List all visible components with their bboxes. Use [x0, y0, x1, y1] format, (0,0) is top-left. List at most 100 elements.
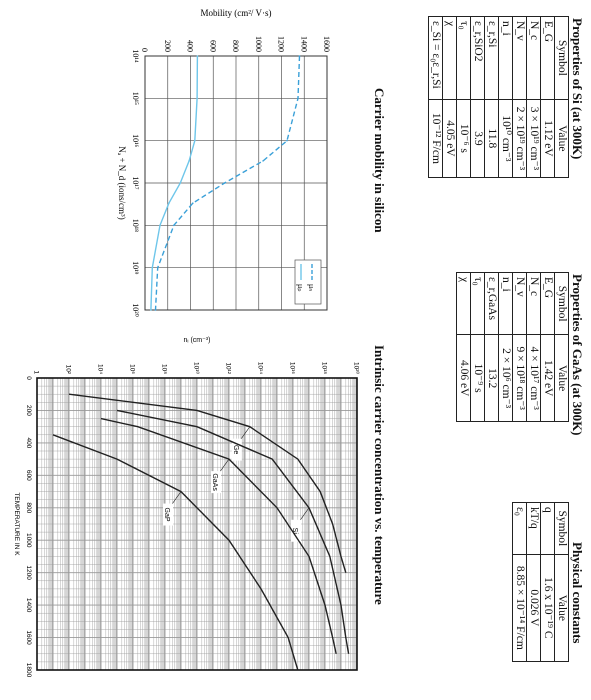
value-cell: 13.2 — [484, 334, 499, 422]
data-point — [191, 202, 194, 204]
y-tick-label: 0 — [140, 48, 149, 52]
symbol-cell: q — [540, 502, 555, 555]
si-properties-table: Symbol Value E_G 1.12 eV N_c 3 × 10¹⁹ cm⁻³ N… — [428, 16, 569, 178]
plot-frame — [144, 55, 328, 311]
label-bg — [211, 471, 221, 494]
value-cell: 1.12 eV — [540, 99, 555, 178]
table-row: ε_r,GaAs 13.2 — [484, 272, 499, 422]
data-point — [196, 97, 198, 100]
series-label: Si — [291, 528, 298, 535]
y-axis-label: Mobility (cm²/ V·s) — [200, 8, 271, 18]
value-cell: 9 × 10¹⁸ cm⁻³ — [512, 334, 527, 422]
legend-label: μₚ — [296, 284, 305, 292]
table-row: n_i 2 × 10⁶ cm⁻³ — [498, 272, 513, 422]
value-cell: 8.85 × 10⁻¹⁴ F/cm — [512, 554, 527, 662]
table-row: χ 4.06 eV — [456, 272, 471, 422]
y-tick-label: 10⁴ — [97, 364, 104, 374]
symbol-cell: χ — [442, 16, 457, 100]
symbol-header: Symbol — [554, 502, 569, 555]
value-header: Value — [554, 554, 569, 662]
y-tick-label: 1 — [33, 370, 40, 374]
x-tick-label: 10¹⁴ — [131, 49, 140, 62]
label-bg — [291, 519, 301, 542]
symbol-cell: ε₀ — [512, 502, 527, 555]
y-tick-label: 10⁶ — [129, 364, 136, 374]
value-cell: 4 × 10¹⁷ cm⁻³ — [526, 334, 541, 422]
symbol-cell: χ — [456, 272, 471, 335]
x-tick-label: 800 — [25, 502, 32, 513]
series-line-3 — [52, 434, 299, 671]
y-tick-label: 1600 — [322, 36, 331, 52]
value-cell: 10⁻¹² F/cm — [428, 99, 443, 178]
series-label: Ge — [232, 445, 239, 454]
y-tick-label: 10¹⁸ — [321, 362, 328, 374]
data-point — [179, 182, 182, 184]
data-point — [173, 224, 175, 227]
data-point — [151, 266, 154, 269]
data-point — [298, 55, 301, 57]
label-leader — [239, 426, 251, 441]
y-tick-label: 10¹⁴ — [257, 362, 264, 374]
x-tick-label: 1800 — [25, 663, 32, 678]
x-tick-label: 1400 — [25, 598, 32, 613]
legend-box — [294, 259, 322, 305]
table-header-row: Symbol Value — [554, 502, 569, 662]
value-cell: 11.8 — [484, 99, 499, 178]
y-tick-label: 10⁸ — [161, 364, 168, 374]
data-point — [154, 309, 157, 311]
gaas-properties-table: Symbol Value E_G 1.42 eV N_c 4 × 10¹⁷ cm⁻³ N… — [456, 272, 569, 422]
label-bg — [163, 503, 173, 526]
table-row: τ₀ 10⁻⁹ s — [470, 272, 485, 422]
label-leader — [218, 458, 230, 474]
value-cell: 1.6 x 10⁻¹⁹ C — [540, 554, 555, 662]
value-cell: 4.05 eV — [442, 99, 457, 178]
symbol-cell: τ₀ — [470, 272, 485, 335]
y-tick-label: 10¹⁰ — [193, 362, 201, 374]
table-row: q 1.6 x 10⁻¹⁹ C — [540, 502, 555, 662]
table-header-row: Symbol Value — [554, 16, 569, 178]
x-tick-label: 10¹⁷ — [131, 176, 140, 189]
symbol-header: Symbol — [554, 272, 569, 335]
x-tick-label: 600 — [25, 470, 32, 481]
symbol-cell: N_c — [526, 16, 541, 100]
value-header: Value — [554, 99, 569, 178]
series-label: GaP — [163, 508, 170, 522]
x-tick-label: 0 — [25, 376, 32, 380]
y-tick-label: 1400 — [299, 36, 308, 52]
table-row: N_c 3 × 10¹⁹ cm⁻³ — [526, 16, 541, 178]
symbol-cell: ε_r,GaAs — [484, 272, 499, 335]
y-axis-label: nᵢ (cm⁻³) — [184, 337, 211, 344]
x-tick-label: 10¹⁹ — [131, 261, 140, 274]
series-line-2 — [100, 417, 337, 654]
table-row: ε_r,Si 11.8 — [484, 16, 499, 178]
legend-label: μₙ — [307, 284, 316, 291]
table-row: n_i 10¹⁰ cm⁻³ — [498, 16, 513, 178]
table-row: τ₀ 10⁻⁶ s — [456, 16, 471, 178]
symbol-header: Symbol — [554, 16, 569, 100]
value-cell: 2 × 10⁶ cm⁻³ — [498, 334, 513, 422]
table-header-row: Symbol Value — [554, 272, 569, 422]
symbol-cell: E_G — [540, 272, 555, 335]
data-point — [286, 139, 288, 142]
series-label: GaAs — [211, 473, 218, 491]
x-tick-label: 10¹⁵ — [131, 92, 140, 105]
x-tick-label: 1600 — [25, 630, 32, 645]
table-row: ε_r,SiO2 3.9 — [470, 16, 485, 178]
data-point — [168, 202, 170, 204]
x-tick-label: 200 — [25, 405, 32, 416]
plot-frame — [36, 377, 358, 671]
value-cell: 3.9 — [470, 99, 485, 178]
gaas-properties-title: Properties of GaAs (at 300K) — [570, 274, 585, 436]
data-point — [196, 55, 199, 57]
symbol-cell: N_v — [512, 272, 527, 335]
mobility-chart: 10¹⁴ 10¹⁵ 10¹⁶ 10¹⁷ 10¹⁸ 10¹⁹ 10²⁰ 0 200 400 600 80… — [117, 8, 331, 317]
ni-chart: 0 200 400 600 800 1000 1200 1400 1600 1800 1 10² 10⁴… — [13, 337, 361, 678]
value-cell: 3 × 10¹⁹ cm⁻³ — [526, 99, 541, 178]
x-tick-label: 1200 — [25, 565, 32, 580]
si-properties-title: Properties of Si (at 300K) — [570, 18, 585, 160]
symbol-cell: N_c — [526, 272, 541, 335]
symbol-cell: ε_r,Si — [484, 16, 499, 100]
series-line-1 — [116, 409, 350, 654]
symbol-cell: N_v — [512, 16, 527, 100]
